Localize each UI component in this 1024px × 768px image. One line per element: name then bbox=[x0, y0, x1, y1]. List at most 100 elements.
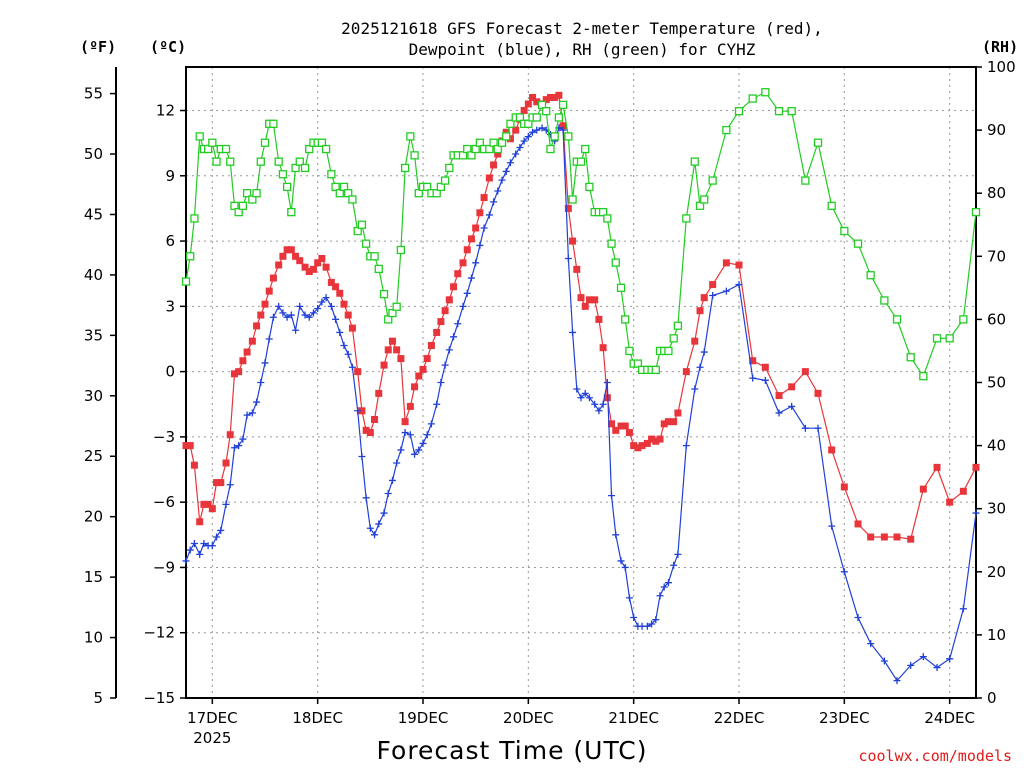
dewpoint-point bbox=[415, 446, 423, 454]
rh-point bbox=[396, 245, 406, 255]
temperature-point bbox=[200, 500, 208, 508]
temperature-point bbox=[494, 150, 502, 158]
temperature-point bbox=[691, 337, 699, 345]
x-tick-label: 23DEC bbox=[819, 709, 870, 727]
rh-point bbox=[370, 252, 379, 261]
f-tick-label: 45 bbox=[84, 205, 103, 223]
dewpoint-point bbox=[463, 289, 471, 297]
x-tick-sublabel: 2025 bbox=[193, 729, 231, 747]
rh-point bbox=[278, 170, 288, 179]
rh-tick-label: 70 bbox=[987, 247, 1006, 265]
dewpoint-point bbox=[652, 616, 660, 624]
dewpoint-point bbox=[814, 424, 822, 432]
dewpoint-point bbox=[427, 420, 435, 428]
dewpoint-point bbox=[213, 533, 221, 541]
dewpoint-point bbox=[411, 450, 419, 458]
temperature-point bbox=[265, 287, 273, 295]
dewpoint-point bbox=[340, 342, 348, 350]
dewpoint-point bbox=[196, 550, 204, 558]
dewpoint-point bbox=[441, 361, 449, 369]
temperature-point bbox=[388, 337, 396, 345]
dewpoint-point bbox=[182, 557, 190, 565]
temperature-point bbox=[467, 235, 475, 243]
rh-point bbox=[190, 214, 199, 223]
dewpoint-point bbox=[248, 409, 256, 417]
rh-point bbox=[384, 315, 393, 324]
dewpoint-point bbox=[603, 379, 611, 386]
temperature-point bbox=[652, 437, 660, 445]
dewpoint-point bbox=[722, 287, 730, 295]
rh-point bbox=[436, 182, 446, 192]
temperature-point bbox=[630, 442, 638, 450]
dewpoint-point bbox=[296, 302, 304, 310]
dewpoint-point bbox=[362, 494, 370, 502]
rh-point bbox=[801, 176, 810, 185]
rh-point bbox=[682, 214, 691, 223]
series-line bbox=[185, 127, 977, 682]
rh-point bbox=[564, 132, 573, 141]
rh-tick-label: 50 bbox=[987, 374, 1006, 392]
chart-title-line-1: 2025121618 GFS Forecast 2-meter Temperat… bbox=[341, 19, 823, 38]
dewpoint-point bbox=[801, 424, 809, 432]
rh-point bbox=[664, 346, 673, 356]
f-tick-label: 5 bbox=[93, 689, 103, 707]
rh-point bbox=[633, 359, 643, 368]
rh-point bbox=[502, 132, 511, 141]
rh-point bbox=[317, 138, 327, 147]
rh-point bbox=[274, 157, 283, 166]
c-tick-label: 6 bbox=[165, 232, 175, 250]
dewpoint-point bbox=[257, 379, 265, 386]
temperature-point bbox=[660, 420, 668, 428]
temperature-point bbox=[696, 307, 704, 315]
dewpoint-point bbox=[401, 429, 409, 437]
dewpoint-point bbox=[581, 389, 589, 397]
dewpoint-point bbox=[243, 411, 251, 419]
temperature-point bbox=[533, 98, 541, 106]
rh-tick-label: 20 bbox=[987, 563, 1006, 581]
rh-point bbox=[625, 346, 634, 356]
dewpoint-point bbox=[467, 274, 475, 282]
temperature-point bbox=[674, 409, 682, 417]
credit-label: coolwx.com/models bbox=[858, 747, 1012, 765]
dewpoint-point bbox=[533, 126, 541, 134]
temperature-point bbox=[226, 431, 234, 439]
rh-point bbox=[242, 189, 252, 198]
f-tick-label: 40 bbox=[84, 266, 103, 284]
rh-point bbox=[287, 207, 296, 217]
temperature-point bbox=[190, 461, 198, 469]
temperature-point bbox=[314, 259, 322, 267]
temperature-point bbox=[907, 535, 915, 543]
temperature-point bbox=[854, 520, 862, 528]
rh-point bbox=[827, 201, 836, 210]
temperature-point bbox=[585, 296, 593, 304]
temperature-point bbox=[283, 246, 291, 254]
rh-point bbox=[348, 195, 357, 204]
rh-point bbox=[291, 163, 300, 173]
f-tick-label: 10 bbox=[84, 629, 103, 647]
dewpoint-point bbox=[419, 439, 427, 447]
dewpoint-point bbox=[318, 298, 326, 306]
dewpoint-point bbox=[358, 452, 366, 460]
rh-point bbox=[690, 157, 699, 166]
dewpoint-point bbox=[506, 159, 514, 167]
chart-title-line-2: Dewpoint (blue), RH (green) for CYHZ bbox=[409, 40, 756, 59]
temperature-point bbox=[595, 315, 603, 323]
rh-point bbox=[361, 239, 371, 248]
temperature-point bbox=[555, 91, 563, 99]
dewpoint-point bbox=[279, 309, 287, 317]
dewpoint-point bbox=[643, 622, 651, 630]
temperature-point bbox=[682, 368, 690, 376]
dewpoint-point bbox=[867, 640, 875, 648]
temperature-point bbox=[253, 322, 261, 330]
axes: 129630−3−6−9−12−155550454035302520151051… bbox=[84, 58, 1016, 747]
dewpoint-point bbox=[775, 409, 783, 417]
rh-point bbox=[339, 182, 349, 192]
dewpoint-point bbox=[393, 459, 401, 467]
dewpoint-point bbox=[283, 313, 291, 321]
series-open-square bbox=[181, 88, 981, 381]
temperature-point bbox=[348, 324, 356, 332]
rh-point bbox=[485, 144, 494, 154]
temperature-point bbox=[230, 370, 238, 378]
temperature-point bbox=[670, 418, 678, 426]
dewpoint-point bbox=[235, 442, 243, 450]
